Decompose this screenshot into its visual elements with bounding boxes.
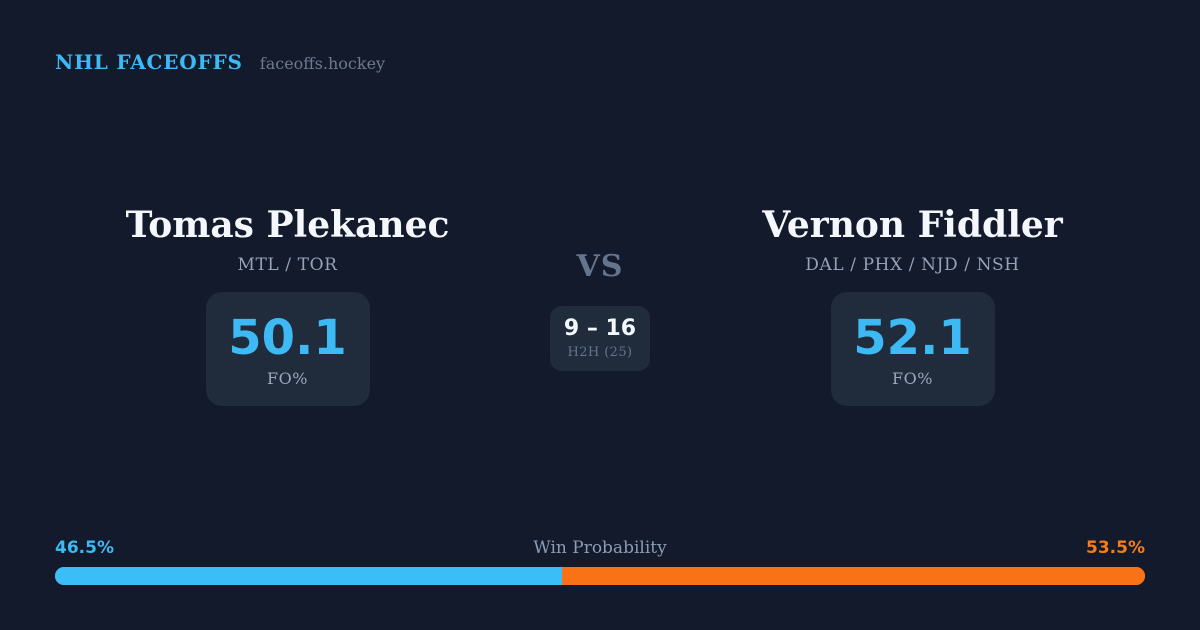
win-bar-right-segment xyxy=(561,567,1145,585)
win-pct-right: 53.5% xyxy=(1086,538,1145,558)
stat-value-right: 52.1 xyxy=(853,310,972,367)
player-teams-left: MTL / TOR xyxy=(237,255,338,276)
stat-value-left: 50.1 xyxy=(228,310,347,367)
win-probability-labels: 46.5% Win Probability 53.5% xyxy=(55,538,1145,559)
stat-box-right: 52.1 FO% xyxy=(830,292,995,407)
h2h-label: H2H (25) xyxy=(567,344,633,360)
h2h-score: 9 – 16 xyxy=(563,316,637,342)
win-bar-left-segment xyxy=(55,567,562,585)
win-probability-title: Win Probability xyxy=(533,538,667,558)
vs-label: VS xyxy=(576,249,624,284)
win-pct-left: 46.5% xyxy=(55,538,114,558)
player-card-right: Vernon Fiddler DAL / PHX / NJD / NSH 52.… xyxy=(680,204,1145,407)
player-name-left: Tomas Plekanec xyxy=(125,204,450,246)
win-probability-section: 46.5% Win Probability 53.5% xyxy=(55,538,1145,585)
site-url: faceoffs.hockey xyxy=(259,54,386,73)
player-card-left: Tomas Plekanec MTL / TOR 50.1 FO% xyxy=(55,204,520,407)
stat-label-left: FO% xyxy=(267,368,308,388)
stat-label-right: FO% xyxy=(892,368,933,388)
brand-title: NHL FACEOFFS xyxy=(55,50,243,74)
stat-box-left: 50.1 FO% xyxy=(205,292,370,407)
win-probability-bar xyxy=(55,567,1145,585)
player-teams-right: DAL / PHX / NJD / NSH xyxy=(805,255,1020,276)
player-name-right: Vernon Fiddler xyxy=(762,204,1063,246)
matchup-section: Tomas Plekanec MTL / TOR 50.1 FO% VS 9 –… xyxy=(55,204,1145,407)
h2h-box: 9 – 16 H2H (25) xyxy=(550,306,650,371)
header: NHL FACEOFFS faceoffs.hockey xyxy=(55,50,385,74)
vs-column: VS 9 – 16 H2H (25) xyxy=(520,205,680,371)
